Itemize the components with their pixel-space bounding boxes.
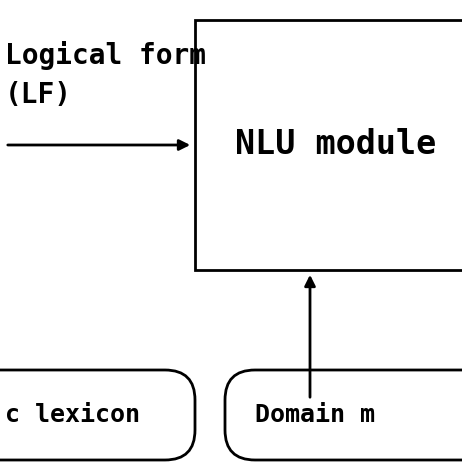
Text: NLU module: NLU module — [235, 128, 436, 162]
Text: Logical form: Logical form — [5, 41, 206, 69]
FancyBboxPatch shape — [225, 370, 462, 460]
Text: Domain m: Domain m — [255, 403, 375, 427]
FancyBboxPatch shape — [195, 20, 462, 270]
Text: c lexicon: c lexicon — [5, 403, 140, 427]
Text: (LF): (LF) — [5, 81, 72, 109]
FancyBboxPatch shape — [0, 370, 195, 460]
